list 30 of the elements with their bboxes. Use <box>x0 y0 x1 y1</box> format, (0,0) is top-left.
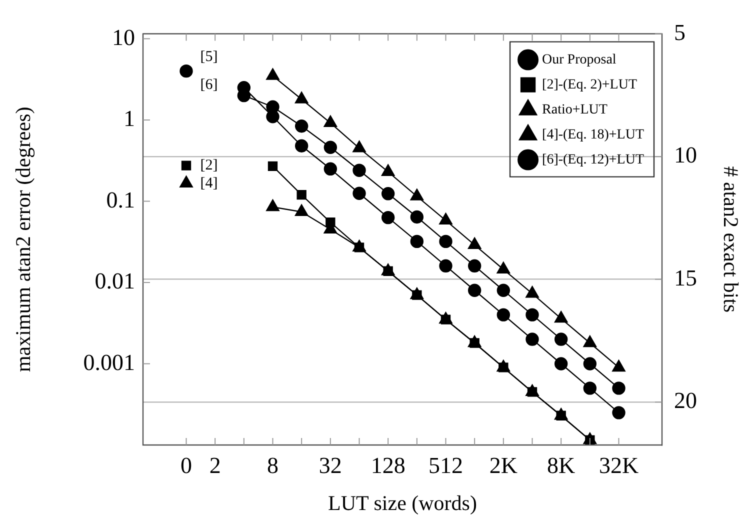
y-axis-title: maximum atan2 error (degrees) <box>11 106 36 372</box>
x-tick-label: 2K <box>489 452 518 478</box>
x-tick-label: 8K <box>547 452 576 478</box>
y2-tick-label: 15 <box>674 265 697 290</box>
legend-label: [2]-(Eq. 2)+LUT <box>542 77 638 92</box>
y2-tick-label: 10 <box>674 142 697 168</box>
annotation: [6] <box>200 77 218 94</box>
annotation: [2] <box>200 157 218 174</box>
legend-label: Our Proposal <box>542 52 616 68</box>
annotation: [5] <box>200 49 218 66</box>
legend-label: Ratio+LUT <box>542 102 608 118</box>
y2-tick-label: 5 <box>674 20 686 45</box>
y-tick-label: 0.001 <box>83 350 135 375</box>
y2-tick-label: 20 <box>674 388 697 414</box>
y-tick-label: 0.01 <box>94 268 135 294</box>
annotation: [4] <box>200 175 218 192</box>
x-tick-label: 32 <box>318 452 342 478</box>
y-tick-label: 10 <box>112 24 135 50</box>
y2-axis-title: # atan2 exact bits <box>718 166 743 313</box>
x-tick-label: 0 <box>180 452 192 478</box>
x-axis-title: LUT size (words) <box>328 490 477 515</box>
x-tick-label: 128 <box>370 452 406 478</box>
x-tick-label: 2 <box>209 452 221 478</box>
y-tick-label: 1 <box>124 106 135 132</box>
y-tick-label: 0.1 <box>106 187 135 212</box>
x-tick-label: 8 <box>267 452 278 478</box>
x-tick-label: 512 <box>428 452 463 478</box>
legend-label: [4]-(Eq. 18)+LUT <box>542 127 644 142</box>
legend-label: [6]-(Eq. 12)+LUT <box>542 152 644 168</box>
x-tick-label: 32K <box>598 452 639 478</box>
